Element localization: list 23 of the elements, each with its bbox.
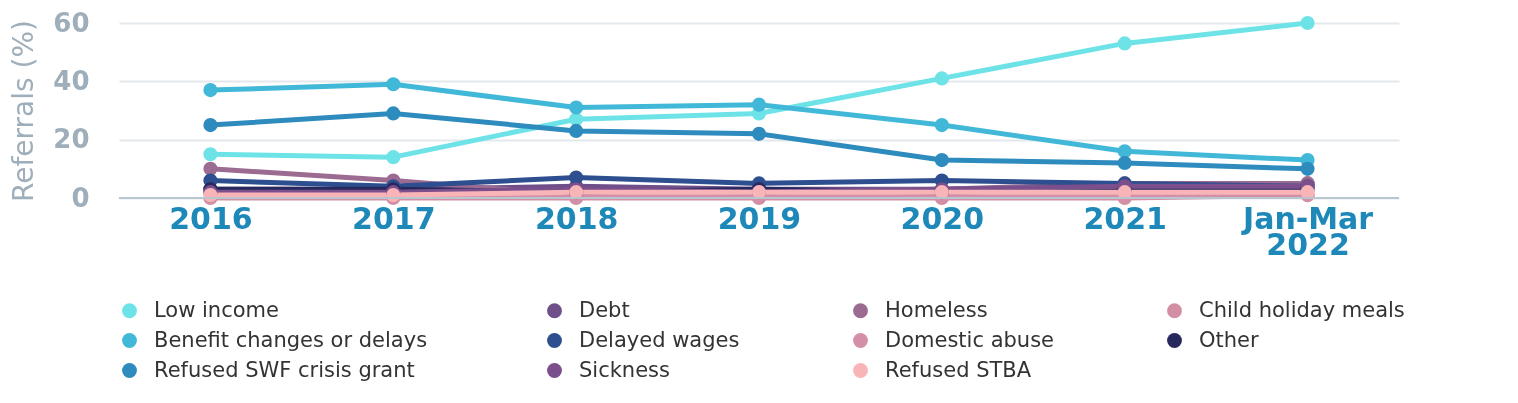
legend-label: Benefit changes or delays [154, 327, 428, 352]
y-axis-title: Referrals (%) [7, 20, 41, 202]
legend-label: Low income [154, 297, 279, 322]
y-tick-label: 40 [53, 65, 90, 96]
x-tick-label: 2017 [352, 200, 436, 236]
x-tick-label: 2018 [534, 200, 619, 236]
legend-label: Debt [579, 297, 630, 322]
legend-label: Homeless [885, 297, 988, 322]
legend-label: Domestic abuse [885, 327, 1054, 352]
legend-label: Child holiday meals [1199, 297, 1405, 322]
legend-label: Other [1199, 327, 1259, 352]
y-tick-label: 0 [71, 182, 90, 213]
legend-label: Refused SWF crisis grant [154, 357, 415, 382]
x-tick-label: 2020 [900, 200, 985, 236]
legend-label: Delayed wages [579, 327, 740, 352]
x-tick-label: 2019 [717, 200, 802, 236]
legend-label: Refused STBA [885, 357, 1032, 382]
x-tick-label: 2021 [1083, 200, 1167, 236]
legend-label: Sickness [579, 357, 670, 382]
y-tick-label: 20 [53, 124, 90, 155]
x-tick-label: Jan-Mar 2022 [1241, 200, 1374, 262]
y-tick-label: 60 [53, 7, 90, 38]
x-tick-label: 2016 [169, 200, 253, 236]
